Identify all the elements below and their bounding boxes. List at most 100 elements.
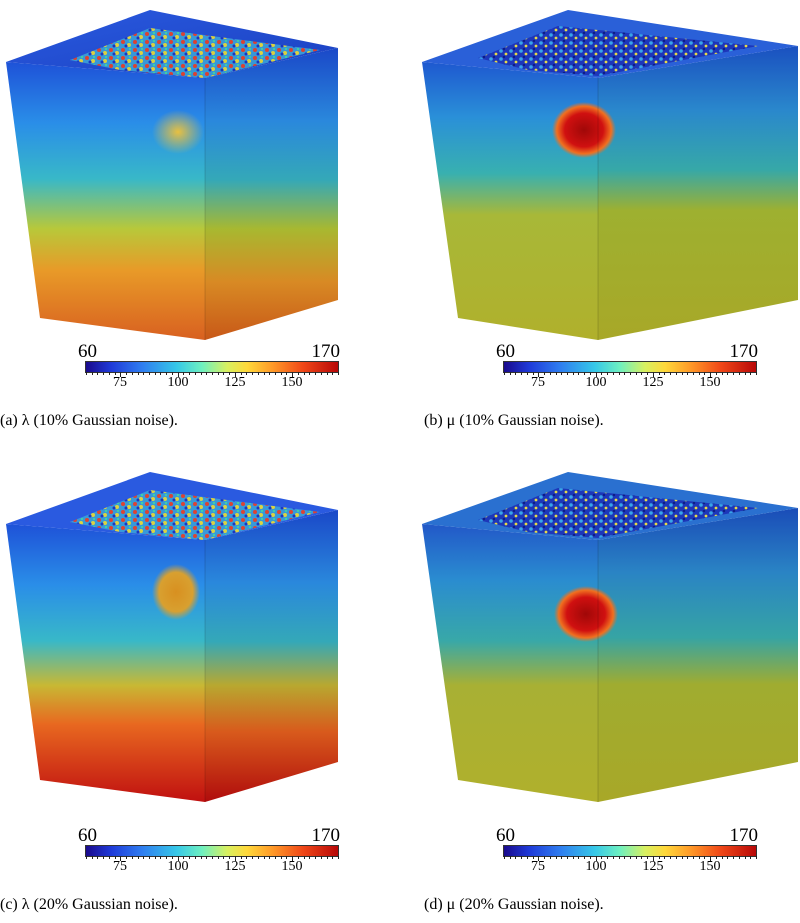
colorbar-minor-tick [252, 856, 254, 859]
colorbar-minor-tick [681, 372, 683, 375]
colorbar-gradient [503, 361, 757, 373]
colorbar-minor-tick [756, 856, 757, 859]
cube-render-mu-20 [422, 472, 798, 802]
colorbar-minor-tick [154, 372, 156, 375]
colorbar-minor-tick [137, 856, 139, 859]
tick-label: 75 [531, 859, 545, 874]
colorbar-minor-tick [194, 856, 196, 859]
colorbar-minor-tick [234, 372, 236, 377]
colorbar-minor-tick [687, 372, 689, 375]
colorbar-minor-tick [693, 372, 694, 375]
colorbar-minor-tick [269, 372, 271, 375]
colorbar-minor-tick [538, 372, 540, 377]
colorbar-minor-tick [572, 856, 574, 859]
colorbar-minor-tick [91, 372, 93, 375]
colorbar-minor-tick [561, 372, 563, 375]
colorbar-minor-tick [675, 372, 677, 375]
colorbar-minor-tick [504, 856, 505, 859]
colorbar-minor-tick [515, 856, 517, 859]
cube-render-lambda-20 [6, 472, 338, 802]
tick-label: 125 [642, 859, 664, 874]
colorbar-minor-tick [641, 856, 643, 859]
colorbar-minor-tick [744, 372, 746, 375]
colorbar-minor-tick [658, 372, 660, 375]
colorbar-minor-tick [297, 856, 299, 859]
colorbar-minor-tick [601, 372, 603, 375]
colorbar-minor-tick [200, 856, 202, 859]
colorbar-minor-tick [618, 372, 620, 375]
colorbar-minor-tick [103, 372, 105, 375]
colorbar-minor-tick [630, 372, 631, 375]
colorbar-minor-tick [252, 372, 254, 375]
colorbar-minor-tick [704, 856, 706, 859]
colorbar-minor-tick [309, 372, 311, 375]
colorbar-minor-tick [86, 856, 87, 859]
tick-label: 125 [224, 375, 246, 390]
colorbar-minor-tick [521, 856, 523, 859]
colorbar-minor-tick [710, 856, 712, 861]
colorbar-minor-tick [561, 856, 563, 859]
colorbar-minor-tick [727, 372, 729, 375]
colorbar-minor-tick [727, 856, 729, 859]
colorbar-minor-tick [589, 856, 591, 859]
figure-panel-a: 60 170 75 100 125 150 (a) λ (10% Gaussia… [0, 0, 400, 461]
colorbar-minor-tick [664, 856, 666, 859]
colorbar-minor-tick [103, 856, 105, 859]
colorbar-minor-tick [635, 372, 637, 375]
colorbar-max-label: 170 [729, 825, 759, 846]
colorbar-minor-tick [607, 856, 609, 859]
colorbar-minor-tick [721, 856, 723, 859]
colorbar-minor-tick [86, 372, 87, 375]
colorbar-minor-tick [217, 856, 219, 859]
colorbar-minor-tick [309, 856, 311, 859]
colorbar-minor-tick [584, 372, 586, 375]
colorbar-minor-tick [647, 856, 649, 859]
colorbar-minor-tick [189, 372, 191, 375]
tick-label: 150 [699, 859, 721, 874]
colorbar-minor-tick [584, 856, 586, 859]
colorbar-minor-tick [292, 372, 294, 377]
colorbar-minor-tick [286, 856, 288, 859]
colorbar-minor-tick [750, 372, 752, 375]
colorbar-b: 60 170 75 100 125 150 [496, 342, 764, 392]
colorbar-minor-tick [338, 856, 339, 859]
colorbar-minor-tick [108, 372, 110, 375]
cube-render-lambda-10 [6, 10, 338, 340]
colorbar-minor-tick [607, 372, 609, 375]
colorbar-minor-tick [670, 856, 672, 859]
colorbar-minor-tick [698, 372, 700, 375]
colorbar-minor-tick [710, 372, 712, 377]
colorbar-minor-tick [526, 856, 528, 859]
colorbar-minor-tick [114, 856, 116, 859]
colorbar-minor-tick [246, 856, 248, 859]
figure-panel-b: 60 170 75 100 125 150 (b) μ (10% Gaussia… [418, 0, 800, 461]
colorbar-minor-tick [189, 856, 191, 859]
colorbar-minor-tick [675, 856, 677, 859]
figure-panel-c: 60 170 75 100 125 150 (c) λ (20% Gaussia… [0, 462, 400, 923]
colorbar-minor-tick [612, 372, 614, 375]
caption-b: (b) μ (10% Gaussian noise). [424, 412, 604, 429]
tick-label: 125 [642, 375, 664, 390]
colorbar-minor-tick [715, 372, 717, 375]
colorbar-minor-tick [223, 372, 225, 375]
colorbar-minor-tick [652, 372, 654, 377]
colorbar-minor-tick [601, 856, 603, 859]
colorbar-minor-tick [681, 856, 683, 859]
colorbar-minor-tick [217, 372, 219, 375]
colorbar-minor-tick [275, 856, 276, 859]
colorbar-minor-tick [332, 372, 334, 375]
colorbar-minor-tick [160, 856, 162, 859]
colorbar-minor-tick [332, 856, 334, 859]
colorbar-minor-tick [549, 372, 551, 375]
colorbar-min-label: 60 [496, 341, 515, 362]
colorbar-minor-tick [555, 856, 557, 859]
colorbar-minor-tick [549, 856, 551, 859]
colorbar-minor-tick [756, 372, 757, 375]
colorbar-minor-tick [171, 372, 173, 375]
colorbar-minor-tick [733, 856, 735, 859]
colorbar-minor-tick [229, 856, 231, 859]
colorbar-minor-tick [200, 372, 202, 375]
colorbar-minor-tick [504, 372, 505, 375]
colorbar-minor-tick [658, 856, 660, 859]
colorbar-minor-tick [206, 856, 208, 859]
